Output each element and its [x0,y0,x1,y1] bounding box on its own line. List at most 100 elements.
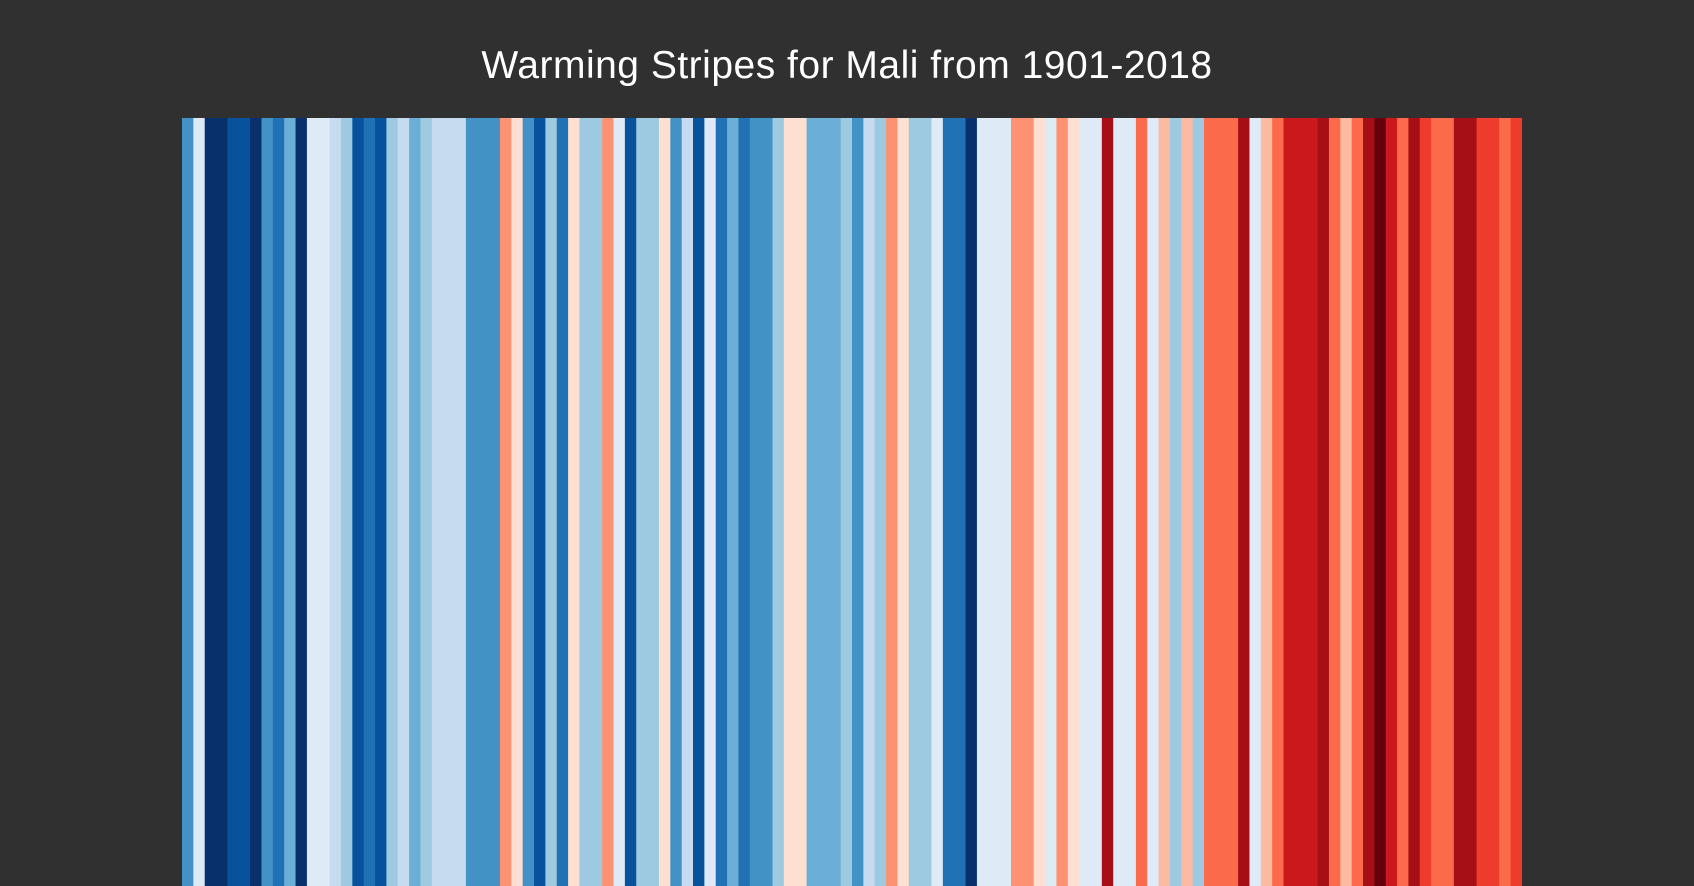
stripe-1974 [1010,118,1023,886]
stripe-1911 [295,118,308,886]
stripe-1906 [238,118,251,886]
stripe-1940 [624,118,637,886]
stripe-1970 [965,118,978,886]
stripe-1951 [749,118,762,886]
stripe-1950 [738,118,751,886]
stripe-1946 [693,118,705,886]
stripe-1986 [1147,118,1160,886]
stripe-1984 [1124,118,1137,886]
stripe-2005 [1363,118,1375,886]
stripe-1971 [976,118,989,886]
stripe-1977 [1045,118,1058,886]
stripe-1928 [488,118,501,886]
stripe-1990 [1192,118,1205,886]
stripe-1915 [340,118,353,886]
stripe-1959 [840,118,853,886]
stripe-1995 [1249,118,1262,886]
stripe-1903 [204,118,217,886]
stripe-1913 [318,118,331,886]
stripe-1908 [261,118,274,886]
stripe-1930 [511,118,524,886]
stripe-1938 [602,118,615,886]
stripe-1967 [931,118,944,886]
stripe-2004 [1351,118,1364,886]
stripe-1925 [454,118,467,886]
stripe-1910 [284,118,297,886]
stripe-2016 [1487,118,1500,886]
stripe-2009 [1408,118,1421,886]
stripe-1921 [409,118,422,886]
stripe-1917 [363,118,376,886]
stripe-1962 [874,118,887,886]
stripe-1949 [727,118,740,886]
stripe-1965 [908,118,921,886]
stripe-1992 [1215,118,1228,886]
stripe-1947 [704,118,717,886]
stripe-1972 [988,118,1001,886]
stripe-1966 [920,118,933,886]
stripe-1958 [829,118,842,886]
stripe-1926 [465,118,478,886]
stripe-1943 [658,118,671,886]
stripe-1901 [182,118,194,886]
stripe-2000 [1306,118,1319,886]
stripe-1922 [420,118,433,886]
stripe-1985 [1135,118,1148,886]
stripe-1968 [942,118,955,886]
stripe-1956 [806,118,819,886]
stripe-2008 [1397,118,1410,886]
stripe-1937 [590,118,603,886]
stripe-1991 [1204,118,1216,886]
stripe-1929 [499,118,512,886]
stripe-1955 [795,118,808,886]
stripe-1989 [1181,118,1194,886]
stripe-1934 [556,118,569,886]
stripe-1997 [1272,118,1285,886]
stripe-1963 [886,118,899,886]
stripe-1969 [954,118,967,886]
stripe-1909 [272,118,285,886]
stripe-1993 [1226,118,1239,886]
stripe-1932 [534,118,546,886]
stripe-1907 [250,118,263,886]
stripe-1920 [397,118,410,886]
stripe-1978 [1056,118,1069,886]
stripe-2014 [1465,118,1478,886]
stripe-2015 [1476,118,1489,886]
stripe-1979 [1067,118,1080,886]
stripe-1927 [477,118,490,886]
stripe-1919 [386,118,399,886]
stripe-2003 [1340,118,1353,886]
stripe-1980 [1079,118,1092,886]
stripe-1924 [443,118,456,886]
stripe-1987 [1158,118,1171,886]
stripe-1918 [375,118,388,886]
stripe-1905 [227,118,240,886]
stripe-1983 [1113,118,1126,886]
stripe-1944 [670,118,683,886]
stripe-1953 [772,118,785,886]
stripe-1936 [579,118,592,886]
stripe-2012 [1442,118,1455,886]
stripe-1939 [613,118,626,886]
stripe-1914 [329,118,342,886]
stripe-1935 [568,118,581,886]
stripe-1904 [216,118,229,886]
stripe-1954 [783,118,796,886]
stripe-1931 [522,118,535,886]
stripe-2001 [1317,118,1330,886]
chart-title: Warming Stripes for Mali from 1901-2018 [481,44,1213,87]
stripe-1975 [1022,118,1035,886]
stripe-1988 [1169,118,1182,886]
stripe-1942 [647,118,660,886]
stripe-1957 [817,118,830,886]
stripe-1952 [761,118,774,886]
stripe-1902 [193,118,206,886]
stripe-1961 [863,118,876,886]
stripe-1916 [352,118,365,886]
stripe-2006 [1374,118,1387,886]
stripe-1941 [636,118,649,886]
stripe-1996 [1260,118,1273,886]
stripe-1923 [431,118,444,886]
